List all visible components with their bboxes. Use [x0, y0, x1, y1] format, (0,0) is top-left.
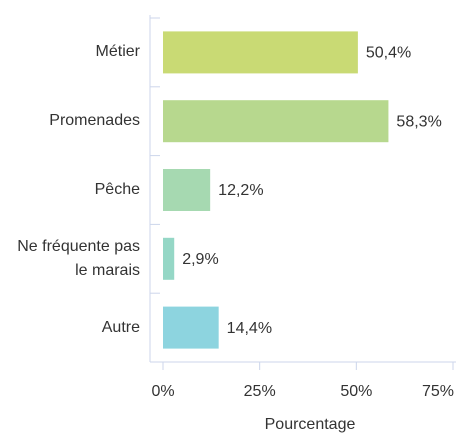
- y-tick-label: Pêche: [94, 181, 140, 198]
- data-label: 50,4%: [366, 45, 411, 62]
- y-tick-label: Autre: [101, 318, 140, 336]
- data-label: 12,2%: [218, 182, 263, 199]
- y-tick-label: Promenades: [49, 112, 140, 130]
- x-tick-label: 0%: [151, 383, 174, 400]
- y-tick-label: Métier: [95, 43, 140, 61]
- data-label: 58,3%: [396, 113, 441, 130]
- x-tick-label: 25%: [244, 383, 276, 400]
- x-tick-label: 75%: [422, 383, 454, 400]
- y-tick-label: Ne fréquente pas le marais: [17, 237, 140, 279]
- bar: [163, 169, 211, 211]
- x-axis-title: Pourcentage: [265, 416, 356, 433]
- bar: [163, 31, 358, 74]
- x-tick-label: 50%: [340, 383, 372, 400]
- bar: [163, 100, 389, 143]
- data-label: 2,9%: [182, 251, 218, 268]
- bar: [163, 237, 175, 280]
- bar: [163, 306, 219, 349]
- data-label: 14,4%: [227, 320, 272, 337]
